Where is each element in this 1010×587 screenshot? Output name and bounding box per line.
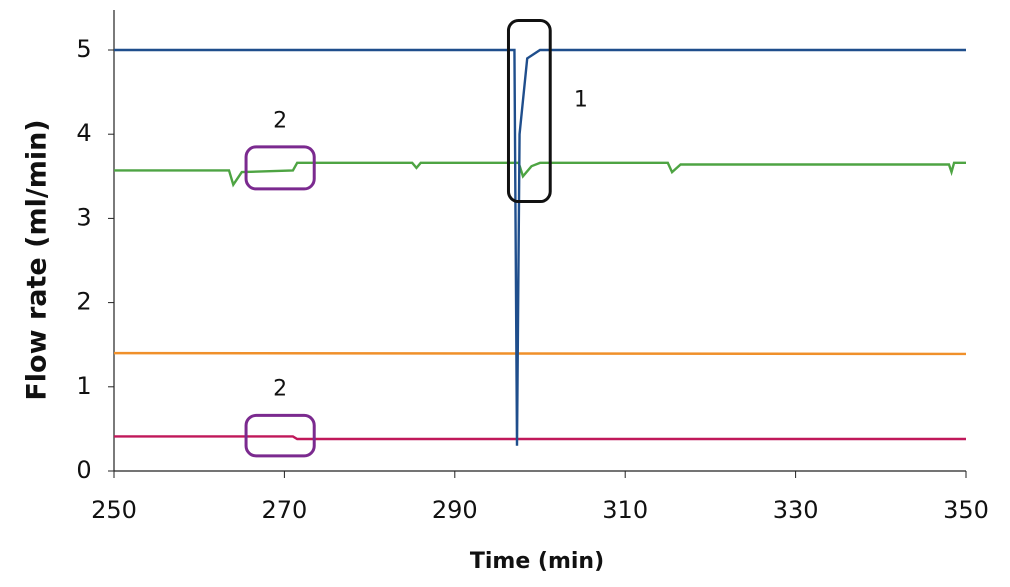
y-axis-title: Flow rate (ml/min): [22, 119, 53, 400]
x-tick-label: 250: [91, 496, 137, 524]
annotation: 2: [273, 376, 287, 401]
data-line: [114, 435, 966, 441]
y-tick-label: 3: [76, 203, 91, 231]
annotation: 1: [574, 88, 588, 113]
annotation: 2: [273, 109, 287, 134]
y-tick-label: 0: [76, 456, 91, 484]
x-tick-label: 350: [943, 496, 989, 524]
data-line: [114, 161, 966, 188]
x-axis-title: Time (min): [470, 549, 604, 574]
annotation-box: [506, 19, 552, 204]
y-tick-label: 1: [76, 372, 91, 400]
x-tick-label: 310: [602, 496, 648, 524]
y-tick-label: 4: [76, 119, 91, 147]
x-tick-label: 290: [432, 496, 478, 524]
data-line: [113, 351, 967, 356]
x-tick-label: 330: [773, 496, 819, 524]
x-tick-label: 270: [261, 496, 307, 524]
annotation-box: [244, 413, 316, 458]
data-line: [114, 48, 966, 446]
y-tick-label: 2: [76, 288, 91, 316]
y-tick-label: 5: [76, 35, 91, 63]
annotation-box: [244, 145, 316, 191]
